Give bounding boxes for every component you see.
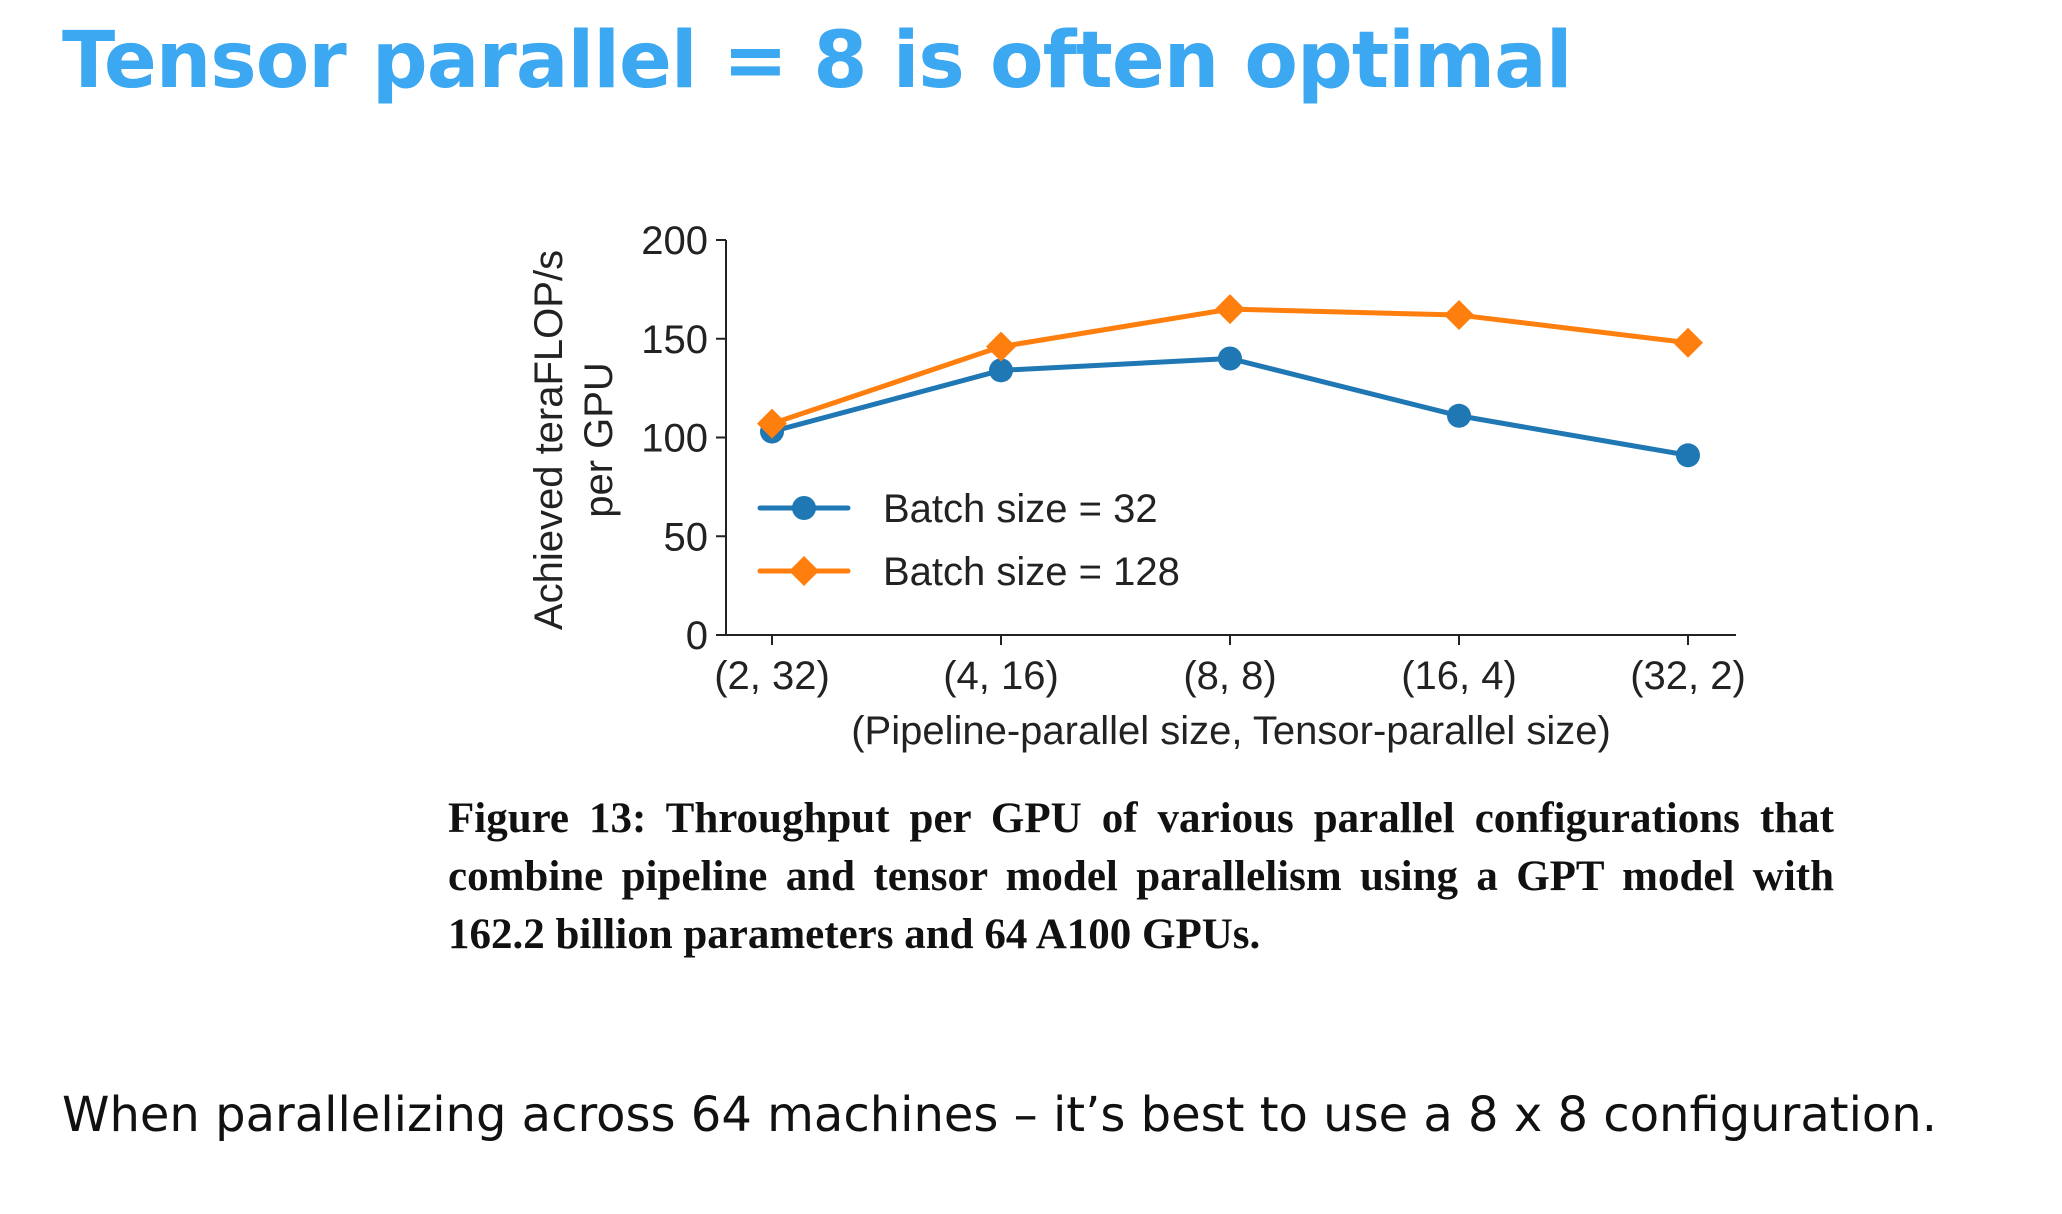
y-tick-label: 0 [686,614,708,658]
x-tick-label: (16, 4) [1401,654,1517,698]
x-axis-title: (Pipeline-parallel size, Tensor-parallel… [851,709,1611,753]
legend: Batch size = 32 Batch size = 128 [757,487,1180,594]
data-point [1218,346,1242,371]
series-2 [757,294,1703,439]
data-point [757,408,787,439]
legend-marker [789,556,819,586]
figure-caption: Figure 13: Throughput per GPU of various… [448,795,1834,958]
x-tick-label: (4, 16) [943,654,1059,698]
y-axis-title-line-1: Achieved teraFLOP/s [527,250,571,630]
data-point [986,331,1016,362]
data-point [1444,300,1474,331]
slide-title: Tensor parallel = 8 is often optimal [62,16,1572,106]
y-tick-label: 100 [641,417,708,461]
data-point [1673,327,1703,358]
series-layer [757,294,1703,468]
data-point [1676,443,1700,468]
throughput-chart: Achieved teraFLOP/s per GPU 0 50 100 150 200… [527,219,1746,753]
y-axis-title: Achieved teraFLOP/s per GPU [527,250,621,630]
legend-label: Batch size = 128 [883,550,1180,594]
y-tick-label: 150 [641,318,708,362]
x-tick-label: (2, 32) [714,654,830,698]
data-point [1215,294,1245,325]
x-tick-label: (32, 2) [1630,654,1746,698]
y-axis-title-line-2: per GPU [577,362,621,518]
y-tick-label: 50 [664,515,709,559]
y-tick-label: 200 [641,219,708,263]
body-text: When parallelizing across 64 machines – … [62,1087,1937,1143]
x-tick-label: (8, 8) [1183,654,1276,698]
series-1 [760,346,1700,468]
series-line [769,356,1691,458]
data-point [1447,403,1471,428]
axes: 0 50 100 150 200 (2, 32) (4, 16) (8, 8) (16, 4) (… [641,219,1746,698]
legend-marker [792,496,816,520]
legend-label: Batch size = 32 [883,487,1158,531]
data-point [989,358,1013,383]
legend-item-1: Batch size = 32 [757,487,1158,531]
legend-item-2: Batch size = 128 [757,550,1180,594]
